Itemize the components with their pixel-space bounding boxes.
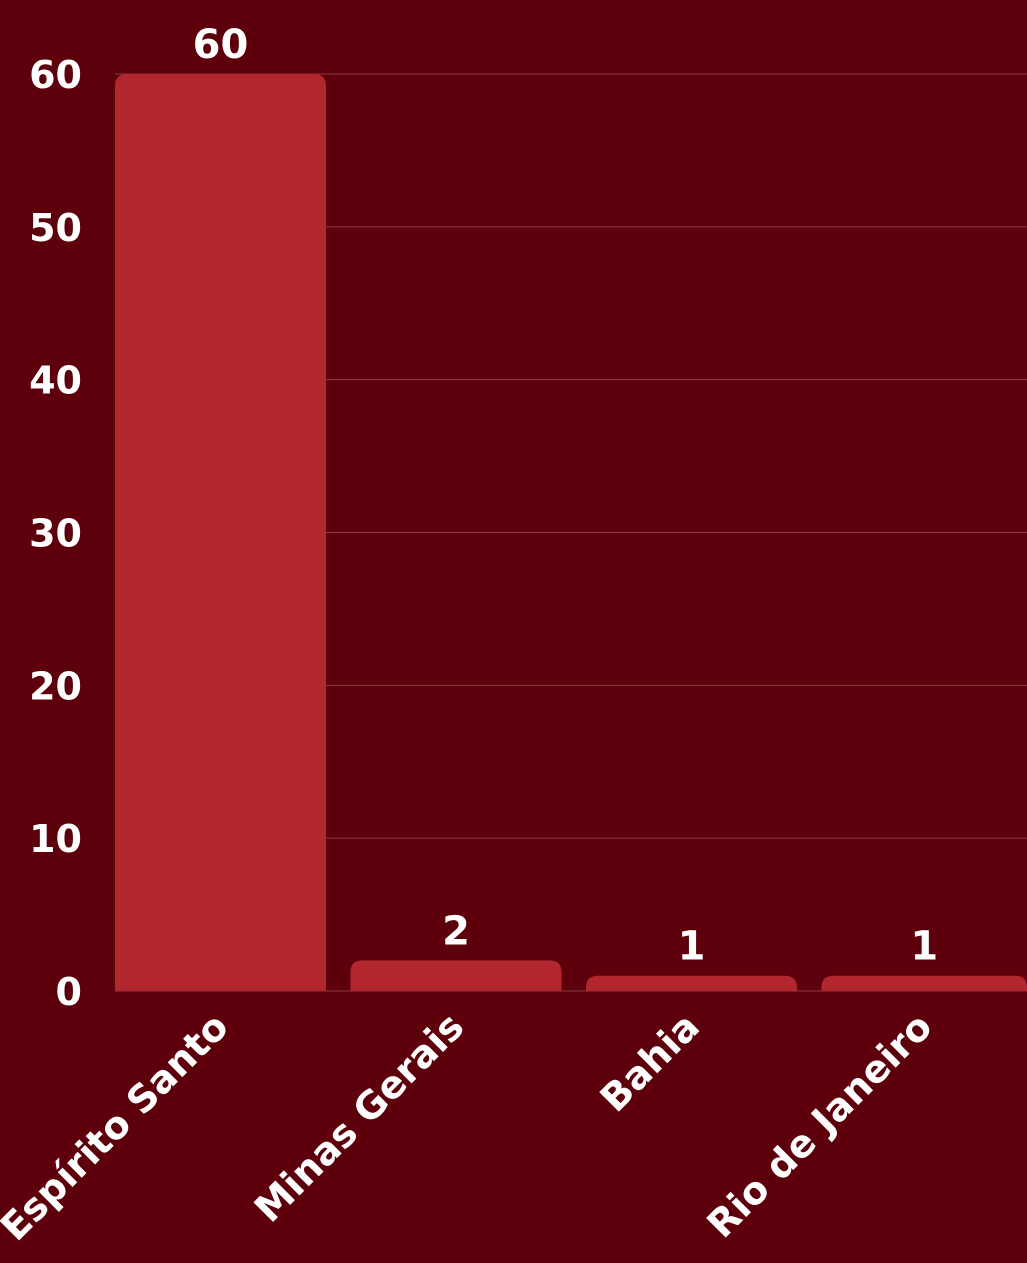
y-tick-label: 50 bbox=[29, 206, 82, 250]
y-axis-ticks: 0 10 20 30 40 50 60 bbox=[29, 53, 82, 1014]
x-category-label: Rio de Janeiro bbox=[699, 1004, 941, 1246]
bar-rio-de-janeiro bbox=[822, 976, 1027, 991]
bar-bahia bbox=[586, 976, 797, 991]
data-label: 1 bbox=[910, 924, 938, 970]
y-tick-label: 0 bbox=[56, 970, 82, 1014]
y-tick-label: 40 bbox=[29, 359, 82, 403]
y-tick-label: 60 bbox=[29, 53, 82, 97]
data-label: 2 bbox=[442, 908, 470, 954]
x-category-label: Minas Gerais bbox=[246, 1004, 473, 1231]
data-label: 60 bbox=[193, 22, 249, 68]
x-category-label: Espírito Santo bbox=[0, 1004, 237, 1249]
bar-minas-gerais bbox=[351, 960, 562, 991]
y-tick-label: 20 bbox=[29, 664, 82, 708]
y-tick-label: 10 bbox=[29, 817, 82, 861]
x-category-label: Bahia bbox=[592, 1004, 708, 1120]
y-tick-label: 30 bbox=[29, 512, 82, 556]
data-label: 1 bbox=[678, 924, 706, 970]
bar-esp-rito-santo bbox=[115, 74, 326, 991]
